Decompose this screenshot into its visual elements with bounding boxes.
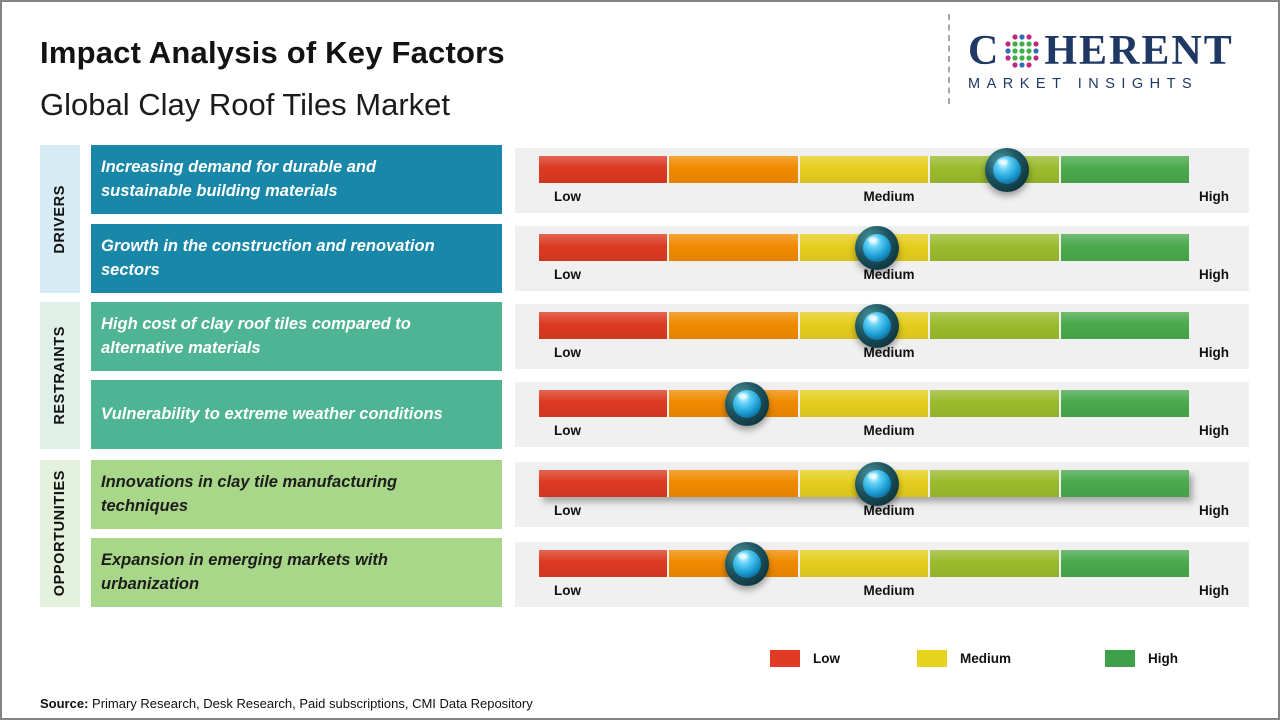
axis-label-low: Low (554, 503, 581, 518)
axis-label-high: High (1199, 189, 1229, 204)
factor-text: Vulnerability to extreme weather conditi… (101, 404, 443, 423)
factor-box: High cost of clay roof tiles compared to… (91, 302, 502, 371)
brand-wordmark: C HERENT (968, 30, 1264, 72)
segment-medium-high (930, 312, 1059, 339)
segment-medium-high (930, 390, 1059, 417)
axis-label-medium: Medium (863, 345, 915, 360)
segment-low-medium (669, 234, 798, 261)
category-strip: OPPORTUNITIES (40, 460, 80, 607)
category-label: RESTRAINTS (52, 326, 68, 425)
factor-text: Growth in the construction and renovatio… (101, 237, 435, 279)
source-label: Source: (40, 696, 89, 711)
segment-low-medium (669, 312, 798, 339)
factor-text: Increasing demand for durable and sustai… (101, 158, 377, 200)
impact-scale-track (539, 234, 1190, 261)
factor-box: Vulnerability to extreme weather conditi… (91, 380, 502, 449)
category-strip: DRIVERS (40, 145, 80, 293)
legend-swatch (917, 650, 947, 667)
impact-marker-icon (985, 147, 1029, 192)
brand-logo: C HERENT MARKET INSIGHTS (968, 30, 1264, 92)
factor-box: Innovations in clay tile manufacturing t… (91, 460, 502, 529)
axis-label-high: High (1199, 583, 1229, 598)
impact-scale-track (539, 156, 1190, 183)
factor-box: Expansion in emerging markets with urban… (91, 538, 502, 607)
segment-medium-high (930, 550, 1059, 577)
factor-text: Innovations in clay tile manufacturing t… (101, 473, 398, 515)
axis-label-medium: Medium (863, 189, 915, 204)
impact-scale-panel: Low Medium High (515, 303, 1249, 369)
axis-label-low: Low (554, 267, 581, 282)
axis-label-high: High (1199, 345, 1229, 360)
legend-item: High (1105, 650, 1178, 667)
impact-scale-panel: Low Medium High (515, 147, 1249, 213)
axis-label-low: Low (554, 189, 581, 204)
segment-medium-high (930, 234, 1059, 261)
axis-label-low: Low (554, 345, 581, 360)
axis-label-high: High (1199, 423, 1229, 438)
impact-scale-track (539, 550, 1190, 577)
impact-scale-panel: Low Medium High (515, 461, 1249, 527)
impact-scale-track (539, 312, 1190, 339)
axis-label-low: Low (554, 423, 581, 438)
legend-label: Medium (960, 651, 1012, 666)
segment-low (539, 234, 668, 261)
segment-medium (799, 156, 929, 183)
segment-high (1060, 156, 1190, 183)
segment-low (539, 390, 668, 417)
source-text: Primary Research, Desk Research, Paid su… (92, 696, 533, 711)
legend-swatch (1105, 650, 1135, 667)
segment-high (1060, 470, 1190, 497)
page-subtitle: Global Clay Roof Tiles Market (40, 87, 451, 122)
axis-label-medium: Medium (863, 423, 915, 438)
segment-medium-high (930, 470, 1059, 497)
globe-dots-icon (1005, 34, 1039, 68)
axis-label-medium: Medium (863, 503, 915, 518)
category-strip: RESTRAINTS (40, 302, 80, 449)
brand-tagline: MARKET INSIGHTS (968, 76, 1199, 92)
segment-low-medium (669, 470, 798, 497)
brand-letter-c: C (968, 28, 1001, 74)
impact-scale-panel: Low Medium High (515, 225, 1249, 291)
segment-high (1060, 550, 1190, 577)
axis-label-high: High (1199, 503, 1229, 518)
impact-marker-icon (725, 541, 769, 586)
category-label: DRIVERS (52, 184, 68, 254)
segment-high (1060, 234, 1190, 261)
segment-medium (799, 550, 929, 577)
impact-marker-icon (855, 225, 899, 270)
logo-divider (948, 14, 950, 104)
factor-text: Expansion in emerging markets with urban… (101, 551, 388, 593)
axis-label-high: High (1199, 267, 1229, 282)
segment-low (539, 156, 668, 183)
impact-scale-panel: Low Medium High (515, 541, 1249, 607)
legend-item: Low (770, 650, 840, 667)
axis-label-medium: Medium (863, 267, 915, 282)
segment-low (539, 550, 668, 577)
impact-scale-panel: Low Medium High (515, 381, 1249, 447)
legend-item: Medium (917, 650, 1011, 667)
category-label: OPPORTUNITIES (52, 470, 68, 597)
factor-box: Growth in the construction and renovatio… (91, 224, 502, 293)
segment-high (1060, 390, 1190, 417)
legend-label: Low (813, 651, 840, 666)
source-note: Source: Primary Research, Desk Research,… (40, 696, 533, 711)
factor-text: High cost of clay roof tiles compared to… (101, 315, 411, 357)
axis-label-low: Low (554, 583, 581, 598)
factor-box: Increasing demand for durable and sustai… (91, 145, 502, 214)
axis-label-medium: Medium (863, 583, 915, 598)
segment-low-medium (669, 156, 798, 183)
legend-swatch (770, 650, 800, 667)
segment-high (1060, 312, 1190, 339)
brand-letters-rest: HERENT (1044, 28, 1234, 74)
page-title: Impact Analysis of Key Factors (40, 35, 505, 70)
legend-label: High (1148, 651, 1178, 666)
segment-medium (799, 390, 929, 417)
segment-low (539, 470, 668, 497)
impact-marker-icon (855, 461, 899, 506)
impact-marker-icon (725, 381, 769, 426)
segment-low (539, 312, 668, 339)
impact-scale-track (539, 390, 1190, 417)
impact-marker-icon (855, 303, 899, 348)
